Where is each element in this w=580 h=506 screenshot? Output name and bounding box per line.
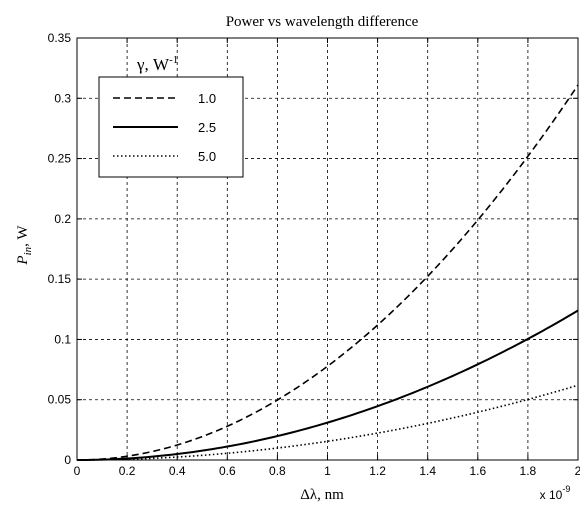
y-label-main: P <box>15 255 31 265</box>
x-tick-label: 0.2 <box>119 464 136 478</box>
x-tick-label: 2 <box>575 464 580 478</box>
x-tick-label: 0 <box>74 464 81 478</box>
legend-label-5.0: 5.0 <box>198 149 216 164</box>
x-tick-label: 1.4 <box>419 464 436 478</box>
legend-title-sup: -1 <box>169 54 178 66</box>
y-tick-label: 0.05 <box>48 393 72 407</box>
y-ticks: 0 0.05 0.1 0.15 0.2 0.25 0.3 0.35 <box>48 31 578 467</box>
series-line-2.5 <box>76 309 579 461</box>
x-exponent: x 10-9 <box>540 484 571 502</box>
legend-label-1.0: 1.0 <box>198 91 216 106</box>
x-exponent-base: x 10 <box>540 488 563 502</box>
x-tick-label: 0.4 <box>169 464 186 478</box>
y-tick-label: 0.25 <box>48 152 72 166</box>
x-tick-label: 0.8 <box>269 464 286 478</box>
x-exponent-power: -9 <box>562 484 570 494</box>
legend-title: γ, W-1 <box>136 54 178 74</box>
series-layer <box>76 84 579 461</box>
legend-title-main: γ, W <box>136 55 170 74</box>
x-tick-label: 0.6 <box>219 464 236 478</box>
x-ticks: 0 0.2 0.4 0.6 0.8 1 1.2 1.4 1.6 1.8 2 <box>74 38 580 478</box>
series-line-1.0 <box>76 84 579 461</box>
chart-title: Power vs wavelength difference <box>226 14 419 30</box>
legend-entries: 1.0 2.5 5.0 <box>113 91 216 164</box>
y-tick-label: 0.35 <box>48 31 72 45</box>
y-label-rest: , W <box>15 225 31 247</box>
y-tick-label: 0.3 <box>54 91 71 105</box>
y-tick-label: 0.1 <box>54 332 71 346</box>
legend-label-2.5: 2.5 <box>198 120 216 135</box>
x-tick-label: 1.2 <box>369 464 386 478</box>
y-tick-label: 0 <box>64 453 71 467</box>
x-axis-label: Δλ, nm <box>300 487 344 503</box>
x-tick-label: 1.8 <box>520 464 537 478</box>
legend: γ, W-1 1.0 2.5 5.0 <box>98 54 244 178</box>
x-tick-label: 1 <box>324 464 331 478</box>
y-axis-label: Pin, W <box>15 225 34 266</box>
y-label-sub: in <box>22 246 34 255</box>
y-tick-label: 0.15 <box>48 272 72 286</box>
x-tick-label: 1.6 <box>469 464 486 478</box>
grid <box>77 38 578 460</box>
y-tick-label: 0.2 <box>54 212 71 226</box>
